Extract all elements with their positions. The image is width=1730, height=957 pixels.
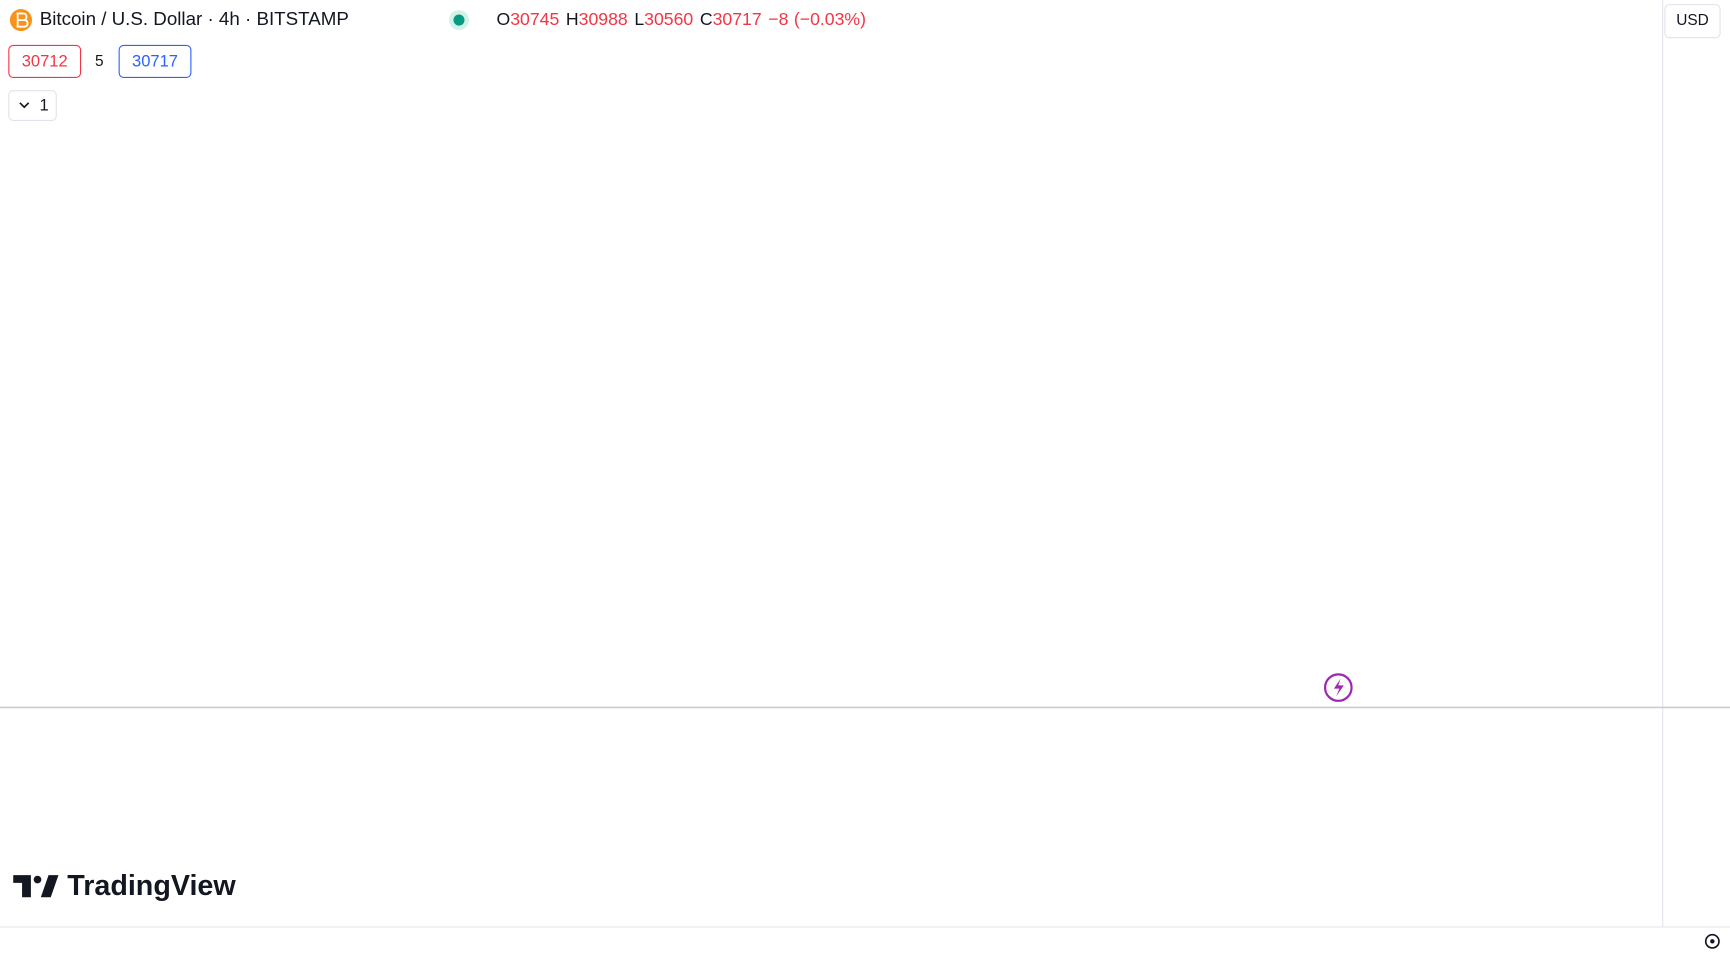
ohlc-value: 30988 [579, 9, 628, 29]
logo-part [33, 875, 42, 884]
buy-button[interactable] [118, 44, 192, 78]
ohlc-label: H [566, 9, 579, 29]
buy-price: 30717 [132, 51, 178, 70]
settings-dot [1710, 939, 1715, 944]
status-dot [453, 14, 465, 26]
sell-price: 30712 [22, 51, 68, 70]
ohlc-label: L [634, 9, 644, 29]
watermark: TradingView [13, 870, 236, 902]
btc-glyph [16, 12, 29, 28]
currency-button[interactable] [1664, 4, 1721, 39]
ohlc-value: 30717 [713, 9, 762, 29]
header: Bitcoin / U.S. Dollar · 4h · BITSTAMP O3… [9, 8, 866, 32]
ohlc-label: O [496, 9, 510, 29]
symbol-title: Bitcoin / U.S. Dollar · 4h · BITSTAMP [40, 8, 349, 29]
trade-panel: 30712 5 30717 1 [8, 44, 192, 122]
sell-button[interactable] [8, 44, 82, 78]
currency: USD [1676, 12, 1709, 29]
logo-part [13, 875, 31, 898]
change-percent: (−0.03%) [794, 9, 866, 29]
alert-bolt [1333, 678, 1344, 697]
change: −8 [768, 9, 788, 29]
ohlc-label: C [700, 9, 713, 29]
time-axis-bg [0, 926, 1730, 957]
price-axis-bg [1662, 0, 1730, 957]
watermark-text: TradingView [67, 870, 236, 902]
chevron [19, 102, 30, 109]
spread: 5 [95, 53, 104, 70]
indicators-toggle[interactable] [8, 90, 57, 122]
ohlc-value: 30745 [510, 9, 559, 29]
logo-part [40, 875, 59, 898]
settings-icon[interactable] [1704, 933, 1720, 949]
ohlc: O30745 H30988 L30560 C30717 −8 (−0.03%) [496, 9, 865, 29]
indicator-count: 1 [40, 96, 49, 115]
ohlc-value: 30560 [644, 9, 693, 29]
